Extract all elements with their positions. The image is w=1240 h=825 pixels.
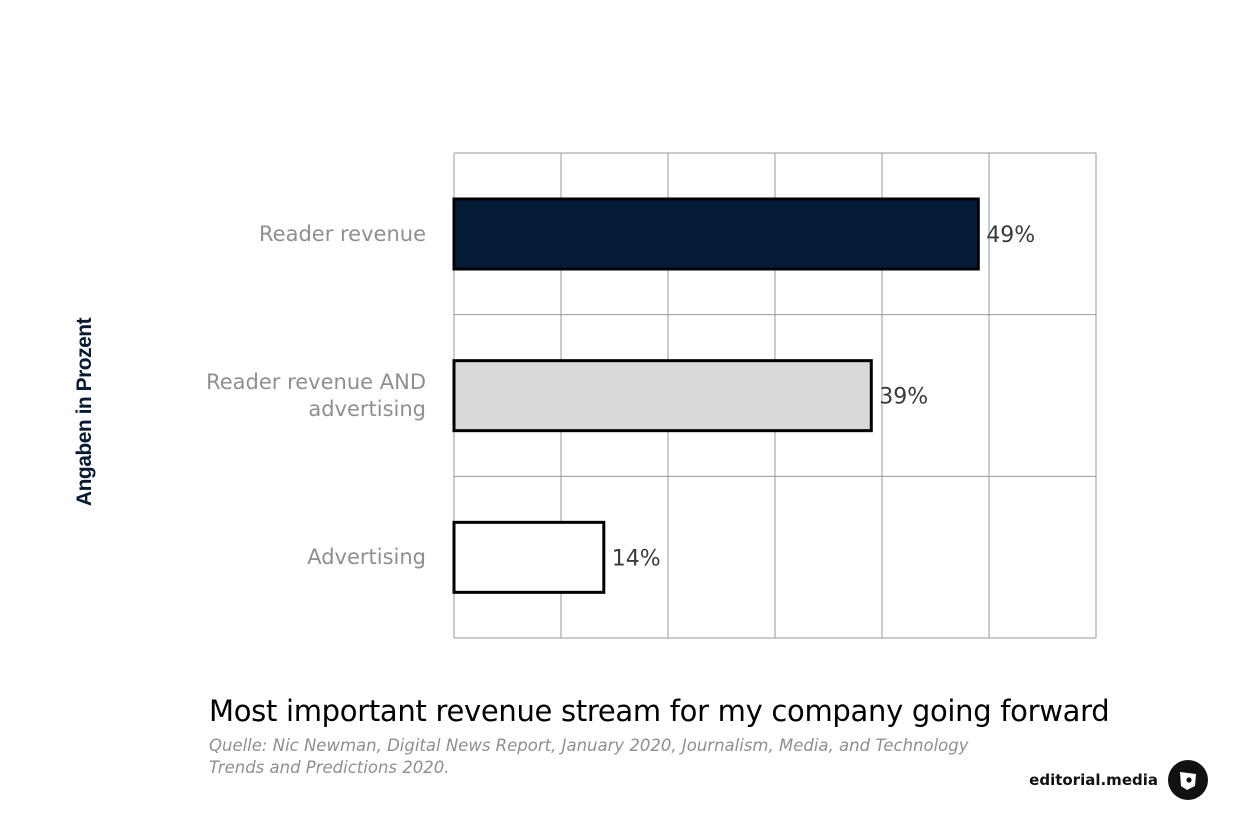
editorial-media-logo-icon [1168, 760, 1208, 800]
chart-labels: 49% Reader revenue 39% Reader revenue AND ad… [206, 222, 1035, 571]
category-label-1-line-1: advertising [308, 397, 426, 421]
source-line-2: Trends and Predictions 2020. [209, 758, 450, 777]
chart-title: Most important revenue stream for my com… [209, 694, 1110, 728]
bar-1 [452, 359, 873, 433]
bar-chart: 49% Reader revenue 39% Reader revenue AND ad… [206, 152, 1097, 639]
bar-0 [452, 197, 980, 271]
value-label-2: 14% [612, 546, 661, 571]
source-line-1: Quelle: Nic Newman, Digital News Report,… [209, 736, 969, 755]
y-axis-label: Angaben in Prozent [73, 317, 96, 507]
category-label-2: Advertising [307, 545, 426, 569]
chart-bars [452, 197, 980, 594]
value-label-1: 39% [879, 385, 928, 410]
category-label-0: Reader revenue [259, 222, 426, 246]
category-label-1-line-0: Reader revenue AND [206, 370, 426, 394]
value-label-0: 49% [986, 223, 1035, 248]
source-note: Quelle: Nic Newman, Digital News Report,… [209, 735, 1029, 779]
brand: editorial.media [1029, 760, 1208, 800]
bar-2 [452, 520, 606, 594]
brand-name: editorial.media [1029, 771, 1158, 789]
